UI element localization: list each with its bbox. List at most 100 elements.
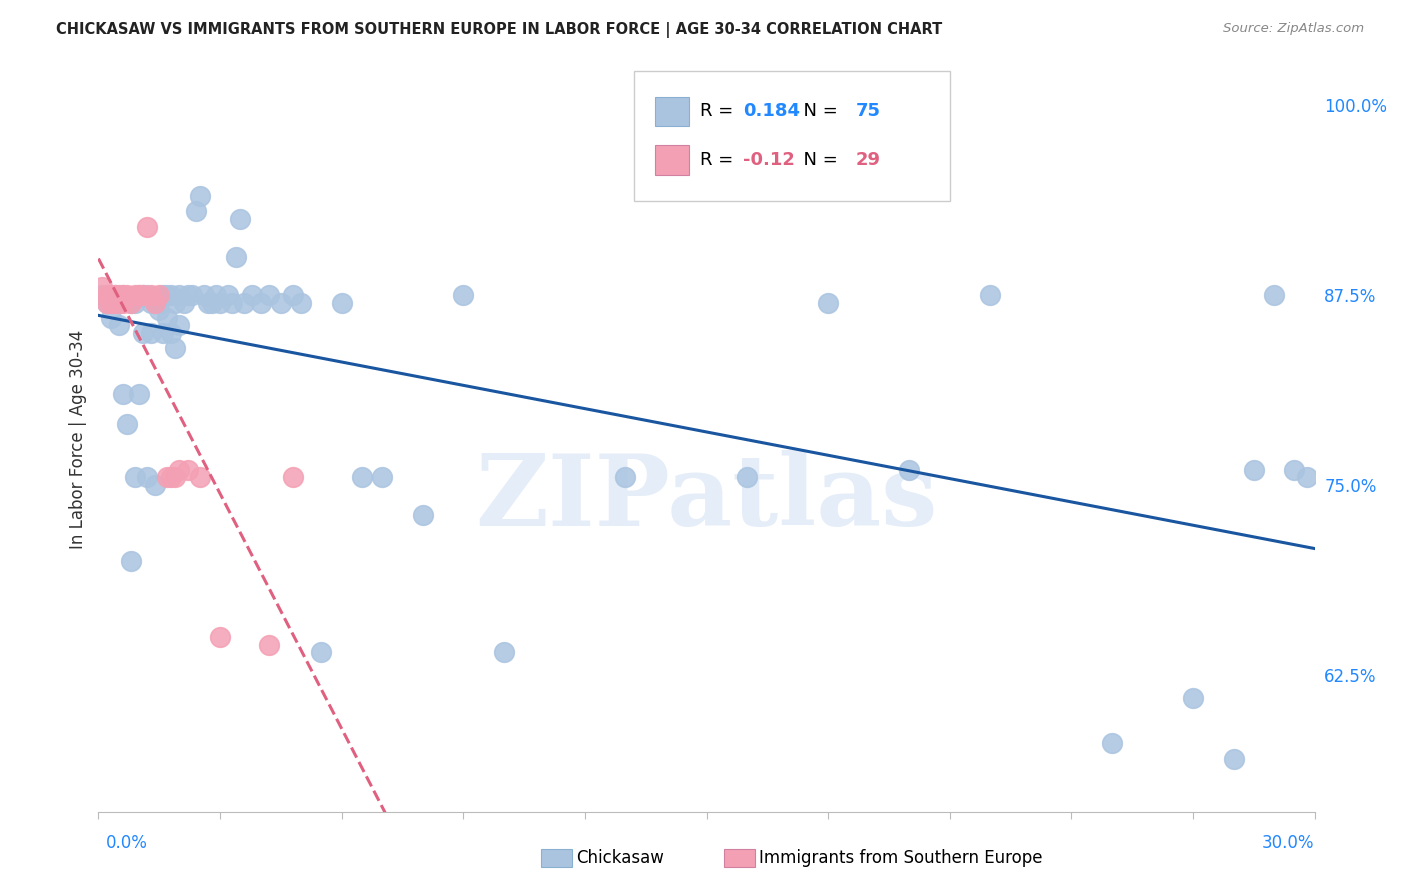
Point (184, 204, 207, 219)
Point (111, 288, 134, 302)
Point (1182, 690, 1205, 705)
Point (124, 288, 146, 302)
Point (201, 295, 224, 310)
Text: 29: 29 (856, 151, 882, 169)
Point (290, 295, 312, 310)
Point (169, 318, 191, 333)
Point (614, 470, 637, 484)
Point (100, 295, 122, 310)
Point (107, 295, 129, 310)
Point (165, 295, 187, 310)
Point (169, 463, 191, 477)
Point (132, 288, 155, 302)
FancyBboxPatch shape (655, 145, 689, 175)
Text: Chickasaw: Chickasaw (576, 849, 664, 867)
Y-axis label: In Labor Force | Age 30-34: In Labor Force | Age 30-34 (69, 330, 87, 549)
Point (233, 295, 256, 310)
Point (115, 288, 138, 302)
Point (160, 470, 183, 484)
Point (128, 288, 150, 302)
Point (165, 470, 187, 484)
Point (120, 554, 142, 568)
Point (152, 288, 174, 302)
Point (1101, 736, 1123, 750)
Point (225, 250, 247, 264)
Point (169, 288, 191, 302)
Point (160, 288, 183, 302)
Point (120, 295, 142, 310)
Text: N =: N = (792, 102, 844, 120)
Point (176, 288, 198, 302)
Point (371, 470, 394, 484)
Point (100, 310, 122, 325)
Text: 0.0%: 0.0% (105, 834, 148, 852)
Point (311, 645, 333, 659)
Point (136, 288, 159, 302)
Text: R =: R = (700, 151, 740, 169)
Point (100, 288, 122, 302)
Point (156, 288, 179, 302)
Point (156, 310, 179, 325)
Point (257, 638, 280, 652)
Point (180, 288, 202, 302)
Point (148, 288, 170, 302)
Point (898, 463, 921, 477)
Point (128, 288, 150, 302)
Point (107, 288, 129, 302)
Point (132, 288, 155, 302)
Text: 75: 75 (856, 102, 882, 120)
Point (270, 295, 292, 310)
Point (132, 326, 155, 340)
Point (111, 386, 134, 401)
Point (229, 211, 252, 226)
Point (104, 288, 127, 302)
Text: Immigrants from Southern Europe: Immigrants from Southern Europe (759, 849, 1043, 867)
Point (412, 508, 434, 523)
Point (188, 470, 211, 484)
Point (281, 470, 304, 484)
Point (111, 295, 134, 310)
Point (209, 295, 232, 310)
Point (136, 219, 159, 234)
Point (817, 295, 839, 310)
Point (193, 288, 215, 302)
Point (111, 288, 134, 302)
Point (148, 295, 170, 310)
Point (96, 288, 118, 302)
Point (453, 288, 475, 302)
Point (124, 470, 146, 484)
FancyBboxPatch shape (655, 96, 689, 127)
Point (143, 478, 166, 492)
Point (91, 280, 114, 294)
Point (128, 386, 150, 401)
Point (148, 303, 170, 318)
Point (156, 470, 179, 484)
Text: 0.184: 0.184 (742, 102, 800, 120)
Text: R =: R = (700, 102, 740, 120)
Point (217, 288, 239, 302)
Point (91, 288, 114, 302)
Point (1243, 463, 1265, 477)
Point (139, 326, 162, 340)
Point (139, 295, 162, 310)
Point (136, 470, 159, 484)
Text: ZIPatlas: ZIPatlas (475, 450, 938, 548)
Point (350, 470, 373, 484)
Text: CHICKASAW VS IMMIGRANTS FROM SOUTHERN EUROPE IN LABOR FORCE | AGE 30-34 CORRELAT: CHICKASAW VS IMMIGRANTS FROM SOUTHERN EU… (56, 22, 942, 38)
Point (107, 318, 129, 333)
Point (160, 326, 183, 340)
Point (188, 189, 211, 203)
Text: -0.12: -0.12 (742, 151, 794, 169)
FancyBboxPatch shape (634, 70, 950, 201)
Point (209, 630, 232, 644)
Point (143, 295, 166, 310)
Point (249, 295, 271, 310)
Point (492, 645, 515, 659)
Point (197, 295, 219, 310)
Point (979, 288, 1001, 302)
Point (104, 288, 127, 302)
Point (281, 288, 304, 302)
Point (1284, 463, 1306, 477)
Point (165, 341, 187, 355)
Point (96, 295, 118, 310)
